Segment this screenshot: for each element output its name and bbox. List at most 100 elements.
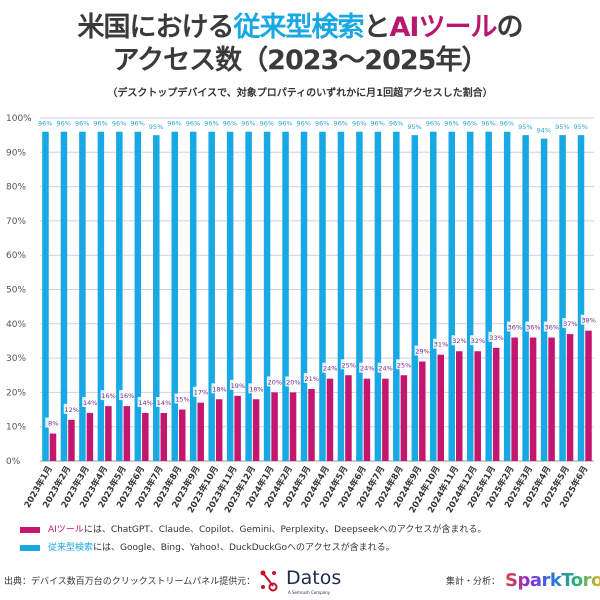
data-label-ai: 17%	[194, 389, 208, 397]
data-label-ai-bg	[377, 362, 394, 373]
y-tick-label: 90%	[6, 148, 26, 158]
bar-search	[79, 131, 86, 461]
legend-search: 従来型検索 には、Google、Bing、Yahoo!、DuckDuckGoへのア…	[20, 542, 395, 554]
legend-swatch-search	[20, 545, 40, 551]
sparktoro-name: SparkToro	[505, 570, 600, 591]
legend-search-name: 従来型検索	[48, 543, 94, 553]
legend-search-text: には、Google、Bing、Yahoo!、DuckDuckGoへのアクセスが含…	[93, 543, 395, 553]
data-label-search: 95%	[407, 123, 421, 131]
data-label-ai: 24%	[360, 365, 374, 373]
data-label-ai-bg	[285, 376, 302, 387]
bar-ai	[326, 378, 334, 461]
bar-ai	[363, 378, 371, 461]
data-label-ai-bg	[359, 362, 376, 373]
bar-search	[60, 131, 68, 461]
bar-search	[540, 138, 548, 461]
data-label-ai: 20%	[286, 378, 300, 386]
data-label-search: 96%	[93, 120, 107, 128]
bar-ai	[68, 419, 75, 461]
data-label-ai-bg	[322, 362, 339, 373]
data-label-ai-bg	[451, 335, 468, 346]
data-label-search: 96%	[500, 120, 514, 128]
data-label-ai: 36%	[526, 324, 540, 332]
data-label-search: 96%	[38, 120, 52, 128]
data-label-ai: 20%	[268, 378, 282, 386]
data-label-ai: 14%	[157, 399, 171, 407]
data-label-ai: 25%	[397, 361, 411, 369]
chart-title-line1: 米国における従来型検索とAIツールの	[0, 12, 600, 44]
data-label-ai: 24%	[323, 365, 337, 373]
bar-ai	[142, 412, 149, 461]
y-tick-label: 40%	[6, 320, 26, 330]
bar-ai	[529, 337, 537, 461]
data-label-search: 96%	[260, 120, 274, 128]
bar-ai	[566, 334, 574, 461]
title-part: と	[363, 12, 391, 43]
chart-title-line2: アクセス数（2023〜2025年）	[112, 45, 489, 76]
bar-search	[263, 131, 271, 461]
bar-search	[522, 135, 529, 461]
title-part: 米国における	[77, 12, 235, 43]
bar-search	[245, 131, 252, 461]
data-label-ai: 16%	[120, 392, 134, 400]
bar-ai	[234, 395, 241, 461]
data-label-ai: 8%	[48, 420, 58, 428]
y-tick-label: 30%	[6, 354, 26, 364]
analysis-text: 集計・分析：	[446, 577, 501, 587]
bar-search	[430, 131, 437, 461]
datos-tagline: A Semrush Company	[288, 590, 331, 595]
data-label-ai-bg	[396, 359, 413, 370]
data-label-search: 96%	[333, 120, 347, 128]
data-label-ai-bg	[433, 338, 450, 349]
data-label-search: 96%	[444, 120, 458, 128]
bar-ai	[252, 399, 260, 461]
data-label-search: 96%	[481, 120, 495, 128]
bar-ai	[548, 337, 555, 461]
bar-ai	[271, 392, 278, 461]
data-label-search: 96%	[223, 120, 237, 128]
data-label-search: 96%	[186, 120, 200, 128]
data-label-search: 96%	[426, 120, 440, 128]
title-ai-term: AIツール	[389, 12, 498, 43]
data-label-search: 96%	[463, 120, 477, 128]
data-label-ai: 21%	[305, 375, 319, 383]
data-label-search: 96%	[204, 120, 218, 128]
data-label-ai-bg	[248, 383, 265, 394]
data-label-ai-bg	[156, 396, 173, 407]
data-label-ai: 12%	[64, 406, 78, 414]
data-label-search: 96%	[130, 120, 144, 128]
data-label-ai-bg	[340, 359, 357, 370]
bar-search	[393, 131, 400, 461]
data-label-search: 96%	[278, 120, 292, 128]
data-label-ai: 19%	[231, 382, 245, 390]
bar-ai	[419, 361, 426, 461]
sparktoro-logo: SparkToro	[505, 570, 600, 592]
data-label-ai: 32%	[471, 337, 485, 345]
data-label-search: 96%	[297, 120, 311, 128]
bar-ai	[160, 412, 168, 461]
bar-ai	[86, 412, 94, 461]
bar-ai	[179, 409, 186, 461]
data-label-ai-bg	[303, 372, 320, 383]
data-label-search: 95%	[149, 123, 163, 131]
data-label-ai-bg	[229, 379, 246, 390]
bar-search	[226, 131, 234, 461]
data-label-ai-bg	[119, 390, 136, 401]
bar-ai	[197, 402, 204, 461]
data-label-search: 96%	[315, 120, 329, 128]
bar-search	[300, 131, 308, 461]
y-tick-label: 20%	[6, 388, 26, 398]
datos-logo: Datos A Semrush Company	[258, 568, 341, 598]
bar-ai	[345, 375, 352, 461]
data-label-ai-bg	[82, 396, 99, 407]
bar-ai	[474, 351, 481, 461]
title-part: の	[496, 12, 523, 43]
bar-ai	[456, 351, 463, 461]
data-label-ai: 37%	[563, 320, 577, 328]
legend-ai: AIツール には、ChatGPT、Claude、Copilot、Gemini、Pe…	[20, 524, 486, 536]
data-label-search: 96%	[75, 120, 89, 128]
data-label-search: 94%	[537, 127, 551, 135]
bar-ai	[105, 406, 112, 461]
bar-search	[134, 131, 142, 461]
bar-ai	[437, 354, 445, 461]
